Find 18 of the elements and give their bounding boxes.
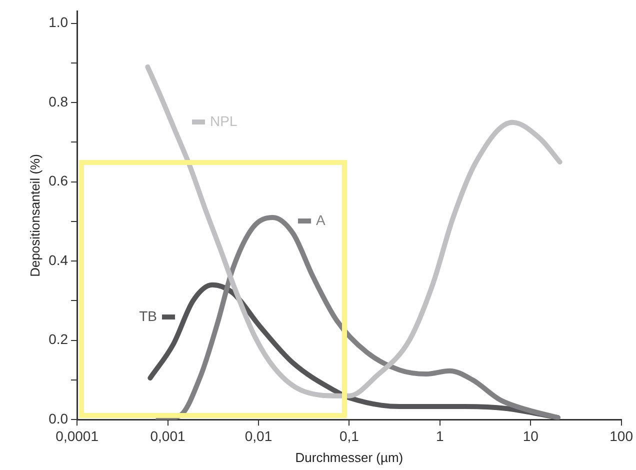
x-tick-label: 10 [522, 428, 539, 444]
legend-label: A [316, 212, 326, 228]
y-tick-label: 0.0 [48, 410, 68, 426]
x-tick-label: 0,001 [150, 428, 186, 444]
x-tick-label: 1 [436, 428, 444, 444]
x-tick-label: 0,0001 [56, 428, 99, 444]
series-label: TB [139, 308, 157, 324]
x-tick-label: 0,1 [339, 428, 360, 444]
x-axis-title: Durchmesser (µm) [295, 450, 404, 465]
legend-label: NPL [210, 112, 238, 129]
y-tick-label: 0.8 [48, 93, 68, 110]
x-tick-label: 0,01 [244, 428, 272, 444]
y-tick-label: 0.6 [48, 172, 68, 189]
y-tick-label: 1.0 [48, 14, 68, 30]
y-tick-label: 0.4 [48, 252, 68, 268]
y-axis-title: Depositionsanteil (%) [27, 154, 42, 277]
x-tick-label: 100 [610, 428, 634, 444]
y-tick-label: 0.2 [48, 331, 68, 348]
